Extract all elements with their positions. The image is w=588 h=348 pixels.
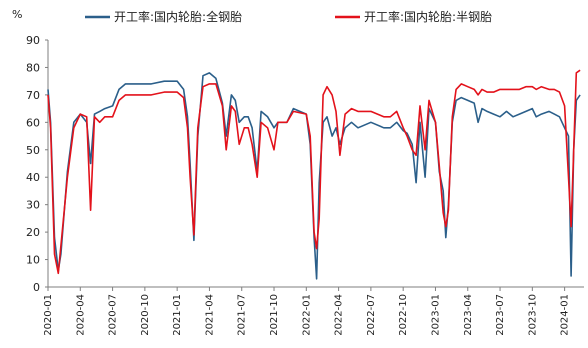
y-tick-label: 90 [26, 34, 40, 47]
x-tick-label: 2020-07 [108, 294, 119, 336]
y-tick-label: 30 [26, 199, 40, 212]
legend: 开工率:国内轮胎:全钢胎 开工率:国内轮胎:半钢胎 [85, 9, 492, 24]
y-tick-label: 70 [26, 89, 40, 102]
x-tick-label: 2021-04 [204, 294, 215, 336]
y-tick-label: 40 [26, 171, 40, 184]
y-tick-label: 20 [26, 226, 40, 239]
x-tick-label: 2022-01 [301, 294, 312, 336]
series-line-semi-steel [47, 69, 581, 275]
series-line-all-steel [47, 72, 581, 280]
y-axis: 0 10 20 30 40 50 60 70 80 90 [26, 34, 49, 294]
x-tick-label: 2022-04 [334, 294, 345, 336]
y-axis-unit-label: % [12, 8, 22, 21]
series-group [47, 69, 581, 280]
y-tick-label: 10 [26, 254, 40, 267]
x-tick-label: 2023-07 [495, 294, 506, 336]
y-tick-label: 60 [26, 116, 40, 129]
y-tick-label: 80 [26, 61, 40, 74]
x-tick-label: 2020-10 [140, 294, 151, 336]
legend-label-semi-steel: 开工率:国内轮胎:半钢胎 [364, 9, 492, 24]
x-tick-label: 2023-04 [463, 294, 474, 336]
x-tick-label: 2021-10 [269, 294, 280, 336]
x-tick-label: 2022-07 [366, 294, 377, 336]
x-tick-label: 2022-10 [398, 294, 409, 336]
x-axis: 2020-01 2020-04 2020-07 2020-10 2021-01 2021-… [43, 286, 584, 336]
x-tick-label: 2024-01 [560, 294, 571, 336]
x-tick-label: 2023-01 [430, 294, 441, 336]
x-tick-label: 2020-01 [43, 294, 54, 336]
legend-label-all-steel: 开工率:国内轮胎:全钢胎 [114, 9, 242, 24]
y-tick-label: 50 [26, 144, 40, 157]
x-tick-label: 2021-01 [172, 294, 183, 336]
x-tick-label: 2023-10 [527, 294, 538, 336]
x-tick-label: 2020-04 [75, 294, 86, 336]
y-tick-label: 0 [33, 281, 40, 294]
x-tick-label: 2021-07 [237, 294, 248, 336]
